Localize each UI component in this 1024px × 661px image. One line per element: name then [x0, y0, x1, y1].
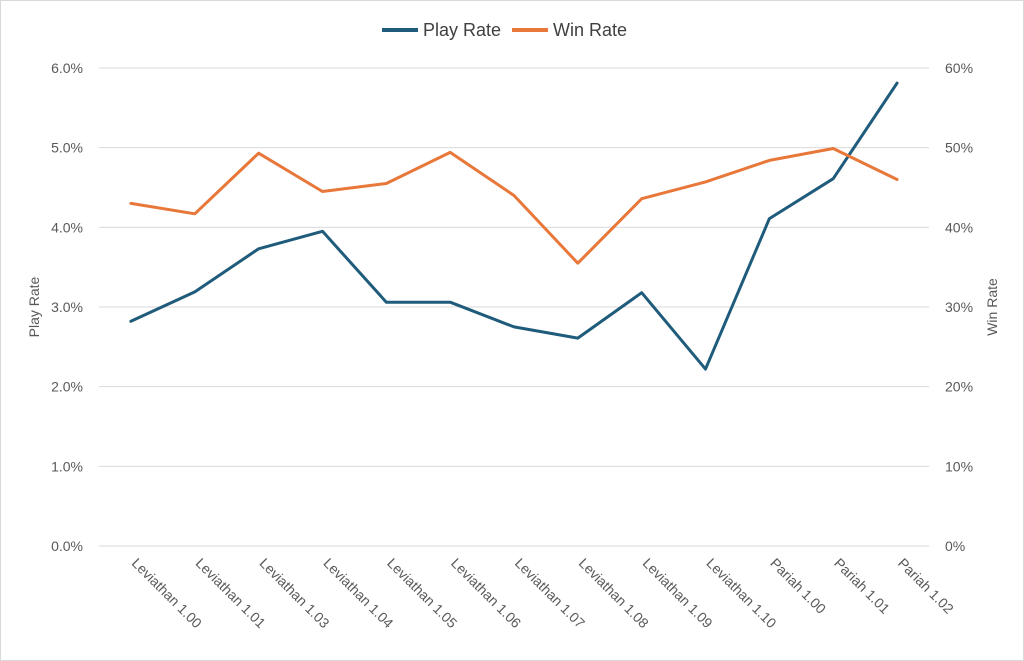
right-tick-label: 0% [945, 538, 965, 554]
left-tick-label: 6.0% [51, 60, 83, 76]
legend-label: Win Rate [553, 20, 627, 40]
legend-label: Play Rate [423, 20, 501, 40]
series-line-play-rate [129, 81, 899, 371]
x-tick-label: Pariah 1.01 [831, 555, 893, 617]
left-axis-title: Play Rate [26, 276, 42, 337]
series [129, 81, 899, 371]
left-tick-label: 1.0% [51, 458, 83, 474]
x-tick-label: Pariah 1.02 [895, 555, 957, 617]
x-tick-label: Pariah 1.00 [767, 555, 829, 617]
left-tick-label: 0.0% [51, 538, 83, 554]
left-tick-label: 4.0% [51, 219, 83, 235]
right-axis-title: Win Rate [984, 278, 1000, 336]
right-tick-label: 30% [945, 299, 973, 315]
left-tick-label: 5.0% [51, 140, 83, 156]
right-tick-label: 10% [945, 458, 973, 474]
legend: Play Rate Win Rate [382, 20, 627, 40]
left-tick-label: 2.0% [51, 379, 83, 395]
right-tick-label: 60% [945, 60, 973, 76]
right-tick-label: 20% [945, 379, 973, 395]
right-tick-label: 50% [945, 140, 973, 156]
right-tick-label: 40% [945, 219, 973, 235]
left-axis-ticks: 0.0% 1.0% 2.0% 3.0% 4.0% 5.0% 6.0% [51, 60, 83, 554]
left-tick-label: 3.0% [51, 299, 83, 315]
gridlines [99, 67, 929, 547]
right-axis-ticks: 0% 10% 20% 30% 40% 50% 60% [945, 60, 973, 554]
series-line-win-rate [129, 147, 899, 265]
